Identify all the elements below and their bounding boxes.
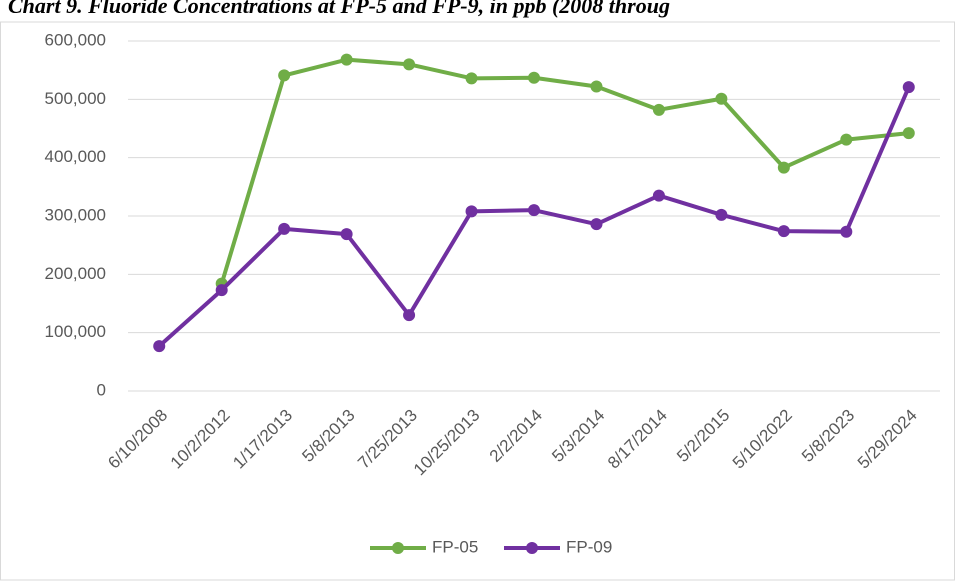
data-point [528, 204, 540, 217]
y-tick-label: 300,000 [45, 205, 106, 224]
data-point [465, 72, 478, 85]
data-point [590, 218, 603, 231]
data-point [215, 284, 228, 297]
data-point [465, 205, 478, 218]
series-line [219, 57, 909, 285]
data-point [278, 69, 291, 82]
data-point [840, 133, 853, 146]
data-point [777, 225, 790, 238]
data-point [590, 80, 603, 93]
data-point [715, 208, 728, 221]
data-point [902, 127, 915, 140]
y-tick-label: 0 [97, 380, 106, 399]
data-point [902, 81, 915, 94]
y-tick-label: 600,000 [45, 30, 106, 49]
y-tick-label: 400,000 [45, 147, 106, 166]
data-point [153, 340, 166, 353]
data-point [278, 222, 291, 235]
legend-label: FP-09 [566, 537, 612, 556]
legend-marker [392, 542, 404, 554]
chart-border [0, 21, 955, 581]
data-point [652, 103, 665, 116]
data-point [403, 309, 416, 322]
y-tick-label: 100,000 [45, 322, 106, 341]
data-point [652, 189, 665, 202]
legend-marker [526, 542, 538, 554]
data-point [528, 71, 540, 84]
data-point [340, 53, 353, 66]
data-point [840, 225, 853, 238]
legend-label: FP-05 [432, 537, 478, 556]
chart-title: Chart 9. Fluoride Concentrations at FP-5… [8, 0, 670, 18]
data-point [715, 92, 728, 105]
data-point [340, 228, 353, 241]
y-tick-label: 200,000 [45, 264, 106, 283]
data-point [403, 58, 416, 71]
y-tick-label: 500,000 [45, 89, 106, 108]
data-point [777, 161, 790, 174]
